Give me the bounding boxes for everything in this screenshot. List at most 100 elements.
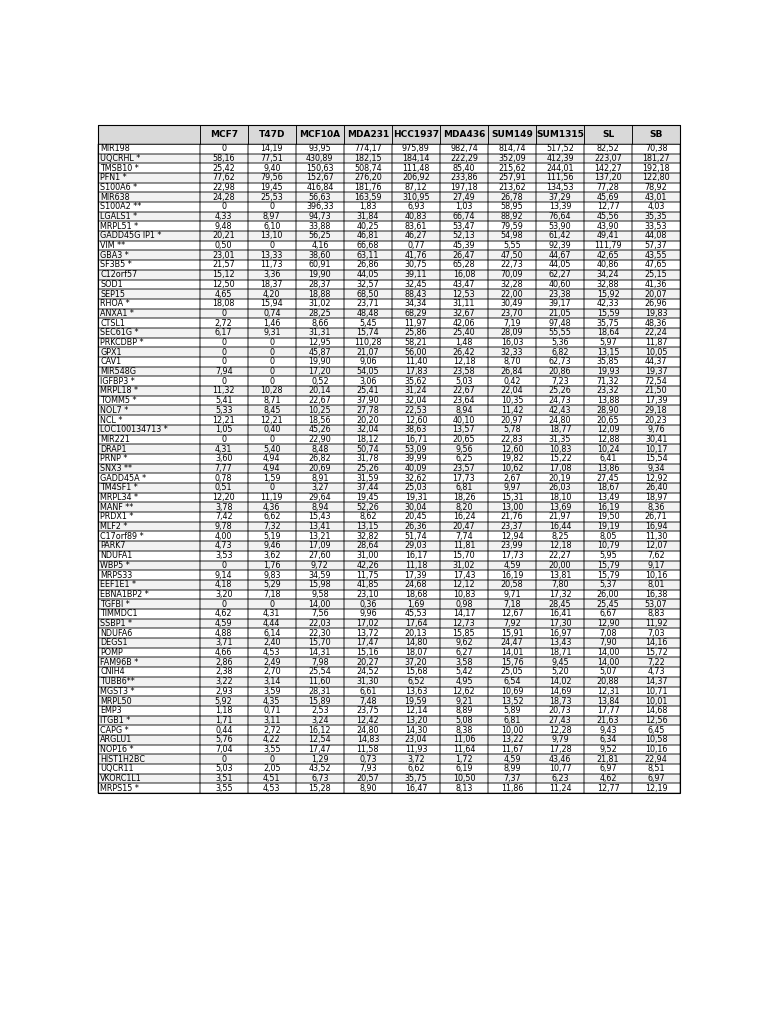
- Bar: [247, 571, 296, 580]
- Bar: [98, 318, 200, 328]
- Text: 28,31: 28,31: [309, 687, 331, 696]
- Bar: [200, 173, 247, 182]
- Bar: [247, 434, 296, 444]
- Bar: [247, 173, 296, 182]
- Bar: [98, 279, 200, 289]
- Bar: [296, 513, 344, 522]
- Bar: [98, 202, 680, 212]
- Bar: [536, 406, 584, 415]
- Bar: [584, 502, 632, 513]
- Bar: [584, 221, 632, 231]
- Text: 2,86: 2,86: [215, 658, 232, 666]
- Text: 26,40: 26,40: [645, 483, 667, 492]
- Bar: [98, 406, 200, 415]
- Bar: [344, 328, 392, 337]
- Bar: [247, 309, 296, 318]
- Text: 31,11: 31,11: [453, 300, 475, 308]
- Bar: [200, 638, 247, 648]
- Bar: [98, 299, 680, 309]
- Text: 6,97: 6,97: [647, 774, 665, 783]
- Text: 4,59: 4,59: [503, 755, 521, 763]
- Bar: [98, 483, 200, 493]
- Text: 14,16: 14,16: [645, 638, 667, 647]
- Bar: [488, 648, 536, 657]
- Bar: [536, 221, 584, 231]
- Text: 22,94: 22,94: [644, 755, 667, 763]
- Bar: [584, 541, 632, 551]
- Bar: [98, 745, 200, 754]
- Bar: [98, 541, 680, 551]
- Text: 28,09: 28,09: [501, 328, 523, 337]
- Bar: [247, 580, 296, 590]
- Bar: [296, 328, 344, 337]
- Text: 26,78: 26,78: [501, 193, 523, 202]
- Text: 12,77: 12,77: [597, 203, 619, 211]
- Text: 14,00: 14,00: [597, 658, 619, 666]
- Text: 9,58: 9,58: [311, 590, 329, 599]
- Bar: [200, 571, 247, 580]
- Bar: [296, 309, 344, 318]
- Bar: [98, 173, 680, 182]
- Bar: [344, 464, 392, 473]
- Text: 40,25: 40,25: [357, 222, 380, 230]
- Bar: [98, 464, 680, 473]
- Text: 11,67: 11,67: [501, 745, 523, 754]
- Bar: [296, 706, 344, 715]
- Bar: [392, 687, 440, 696]
- Bar: [584, 590, 632, 599]
- Text: 4,44: 4,44: [263, 619, 281, 628]
- Bar: [344, 687, 392, 696]
- Text: 70,09: 70,09: [501, 270, 523, 279]
- Text: 31,02: 31,02: [309, 300, 331, 308]
- Text: 4,53: 4,53: [263, 648, 281, 657]
- Text: 23,99: 23,99: [501, 541, 524, 550]
- Text: 8,45: 8,45: [263, 406, 281, 415]
- Text: GBA3 *: GBA3 *: [100, 251, 129, 260]
- Text: 213,62: 213,62: [498, 183, 526, 192]
- Text: 8,13: 8,13: [455, 784, 473, 793]
- Bar: [632, 453, 680, 464]
- Text: 6,62: 6,62: [407, 764, 425, 773]
- Text: 31,31: 31,31: [309, 328, 331, 337]
- Bar: [296, 522, 344, 532]
- Bar: [440, 260, 488, 270]
- Bar: [344, 715, 392, 726]
- Text: 6,67: 6,67: [600, 609, 617, 619]
- Bar: [440, 493, 488, 502]
- Text: 70,38: 70,38: [645, 145, 667, 153]
- Text: 17,73: 17,73: [501, 551, 523, 560]
- Text: 18,64: 18,64: [597, 328, 619, 337]
- Bar: [536, 453, 584, 464]
- Text: 15,31: 15,31: [501, 493, 523, 502]
- Text: 6,25: 6,25: [455, 454, 473, 464]
- Text: 87,12: 87,12: [405, 183, 427, 192]
- Text: 10,83: 10,83: [453, 590, 475, 599]
- Text: 16,03: 16,03: [501, 338, 523, 347]
- Text: 13,41: 13,41: [309, 522, 331, 531]
- Text: 8,51: 8,51: [647, 764, 665, 773]
- Bar: [247, 357, 296, 367]
- Text: 9,62: 9,62: [455, 638, 473, 647]
- Text: 6,34: 6,34: [600, 736, 617, 744]
- Bar: [632, 571, 680, 580]
- Text: 43,47: 43,47: [452, 280, 475, 288]
- Bar: [247, 221, 296, 231]
- Text: 44,05: 44,05: [549, 261, 572, 269]
- Text: 20,20: 20,20: [357, 416, 380, 425]
- Text: 77,51: 77,51: [260, 154, 283, 163]
- Bar: [296, 619, 344, 629]
- Text: TM4SF1 *: TM4SF1 *: [100, 483, 138, 492]
- Text: 16,24: 16,24: [452, 513, 475, 522]
- Text: 150,63: 150,63: [306, 164, 334, 172]
- Bar: [392, 425, 440, 434]
- Bar: [98, 347, 680, 357]
- Bar: [440, 434, 488, 444]
- Text: 11,42: 11,42: [501, 406, 523, 415]
- Text: 17,02: 17,02: [357, 619, 380, 628]
- Bar: [440, 337, 488, 347]
- Text: 12,50: 12,50: [213, 280, 235, 288]
- Bar: [296, 784, 344, 793]
- Bar: [247, 453, 296, 464]
- Bar: [584, 773, 632, 784]
- Text: 24,80: 24,80: [549, 416, 572, 425]
